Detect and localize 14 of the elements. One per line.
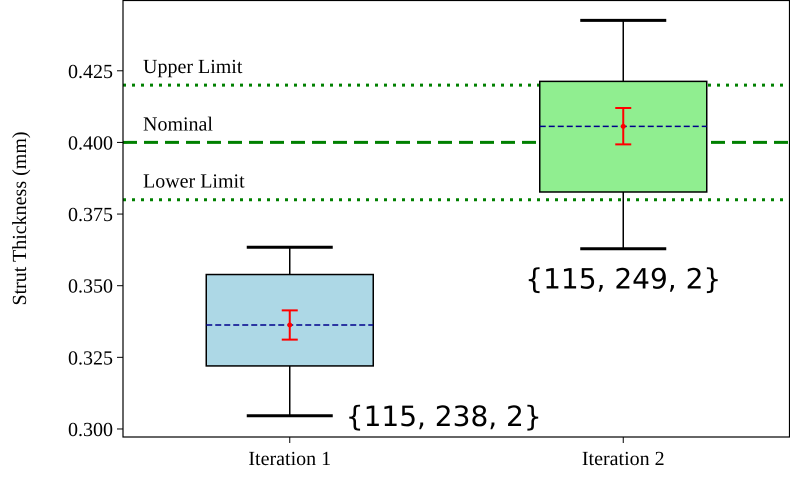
ref-line-label: Nominal	[143, 113, 214, 136]
x-tick-label: Iteration 2	[582, 448, 665, 470]
y-tick-label: 0.400	[68, 132, 113, 154]
y-axis-title: Strut Thickness (mm)	[9, 131, 31, 306]
annotation: {115, 249, 2}	[525, 262, 722, 296]
y-tick-label: 0.425	[68, 60, 113, 83]
ref-line-label: Upper Limit	[143, 56, 243, 78]
y-tick-label: 0.325	[68, 347, 113, 370]
ref-line-label: Lower Limit	[143, 170, 246, 193]
x-tick-label: Iteration 1	[248, 448, 332, 470]
y-tick-label: 0.375	[68, 204, 113, 226]
annotation: {115, 238, 2}	[346, 400, 542, 433]
y-tick-label: 0.350	[68, 276, 113, 298]
y-tick-label: 0.300	[68, 418, 113, 441]
